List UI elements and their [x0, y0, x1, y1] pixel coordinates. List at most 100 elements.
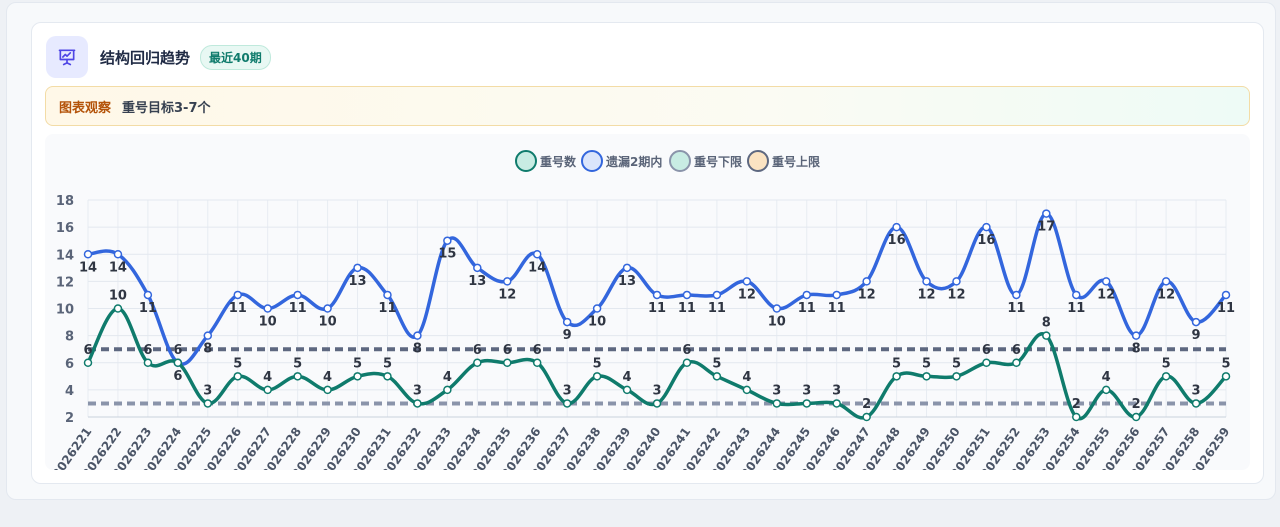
missed-series-point: [622, 263, 632, 273]
repeat-series-point: [562, 399, 572, 408]
repeat-series-point: [503, 358, 512, 367]
missed-data-label: 14: [79, 260, 97, 275]
missed-data-label: 8: [203, 342, 212, 357]
repeat-data-label: 5: [1221, 356, 1230, 371]
missed-data-label: 14: [109, 260, 127, 275]
repeat-data-label: 6: [1012, 343, 1021, 358]
repeat-data-label: 4: [443, 370, 452, 385]
missed-data-label: 11: [229, 301, 247, 316]
missed-series-point: [982, 222, 991, 232]
missed-data-label: 11: [289, 301, 307, 316]
repeat-data-label: 5: [1162, 356, 1171, 371]
missed-series-point: [832, 290, 841, 300]
repeat-data-label: 3: [413, 383, 422, 398]
repeat-data-label: 4: [623, 370, 632, 385]
repeat-data-label: 10: [109, 289, 127, 304]
card-title: 结构回归趋势: [100, 48, 191, 67]
y-tick-label: 12: [56, 275, 74, 290]
missed-data-label: 16: [888, 233, 906, 248]
repeat-series-point: [293, 372, 302, 381]
missed-series-point: [862, 277, 871, 286]
legend-missed-marker: [581, 150, 603, 172]
missed-data-label: 12: [498, 287, 516, 302]
repeat-data-label: 5: [712, 356, 721, 371]
repeat-series-point: [1012, 358, 1021, 367]
missed-data-label: 12: [858, 287, 876, 302]
repeat-data-label: 4: [263, 370, 272, 385]
repeat-data-label: 2: [1072, 397, 1081, 412]
repeat-data-label: 3: [203, 383, 212, 398]
missed-data-label: 11: [678, 301, 696, 316]
repeat-data-label: 6: [982, 343, 991, 358]
repeat-series-point: [652, 399, 662, 408]
repeat-series-point: [1101, 385, 1111, 395]
legend-lower-marker: [669, 150, 691, 172]
repeat-series-point: [1042, 331, 1051, 340]
period-badge: 最近40期: [200, 44, 271, 70]
repeat-series-point: [922, 372, 931, 381]
missed-data-label: 11: [139, 301, 157, 316]
repeat-series-point: [353, 372, 362, 381]
missed-data-label: 11: [378, 301, 396, 316]
observation-banner: 图表观察 重号目标3-7个: [45, 86, 1250, 126]
missed-series-point: [592, 304, 602, 313]
missed-series-point: [323, 304, 332, 313]
missed-data-label: 10: [768, 315, 786, 330]
missed-data-label: 13: [468, 274, 486, 289]
repeat-series-point: [443, 385, 452, 395]
repeat-series-point: [952, 372, 961, 381]
legend-repeat-label: 重号数: [540, 154, 577, 169]
missed-series-point: [293, 290, 302, 300]
y-tick-label: 8: [65, 330, 74, 345]
y-tick-label: 16: [56, 221, 74, 236]
repeat-series-point: [1191, 399, 1201, 408]
missed-data-label: 12: [947, 287, 965, 302]
repeat-data-label: 3: [832, 383, 841, 398]
repeat-series-point: [143, 358, 153, 367]
repeat-data-label: 6: [503, 343, 512, 358]
missed-series-point: [682, 290, 692, 300]
missed-series-point: [1072, 290, 1081, 300]
missed-data-label: 14: [528, 260, 546, 275]
missed-series-point: [1101, 277, 1111, 286]
repeat-series-point: [263, 385, 272, 395]
repeat-data-label: 5: [593, 356, 602, 371]
y-tick-label: 18: [56, 194, 74, 209]
y-tick-label: 6: [65, 357, 74, 372]
missed-data-label: 11: [828, 301, 846, 316]
missed-series-point: [353, 263, 362, 273]
missed-data-label: 8: [413, 342, 422, 357]
repeat-series-point: [1221, 372, 1231, 381]
repeat-series-point: [712, 372, 722, 381]
missed-series-point: [413, 331, 422, 340]
presentation-chart-icon: [46, 36, 88, 78]
repeat-series-point: [592, 372, 602, 381]
repeat-data-label: 3: [652, 383, 661, 398]
missed-series-point: [802, 290, 811, 300]
missed-series-point: [562, 317, 572, 327]
repeat-data-label: 3: [802, 383, 811, 398]
missed-series-point: [143, 290, 153, 300]
missed-data-label: 12: [917, 287, 935, 302]
missed-series-point: [1042, 209, 1051, 218]
y-tick-label: 10: [56, 303, 74, 318]
missed-data-label: 12: [1097, 287, 1115, 302]
y-tick-label: 4: [65, 384, 74, 399]
card-header: 结构回归趋势 最近40期: [46, 36, 271, 78]
repeat-data-label: 5: [353, 356, 362, 371]
repeat-data-label: 8: [1042, 316, 1051, 331]
missed-series-point: [1012, 290, 1021, 300]
missed-data-label: 12: [1157, 287, 1175, 302]
missed-series-point: [113, 250, 123, 259]
missed-data-label: 15: [438, 247, 456, 262]
chart-area: 2 4 6 8 10 12 14 16 18 2026221 2026222 2026223 20262…: [45, 134, 1250, 481]
missed-data-label: 16: [977, 233, 995, 248]
repeat-data-label: 6: [473, 343, 482, 358]
repeat-data-label: 3: [563, 383, 572, 398]
legend-repeat-marker: [515, 150, 537, 172]
repeat-series-point: [982, 358, 991, 367]
legend-lower-label: 重号下限: [694, 154, 742, 169]
missed-series-point: [383, 290, 392, 300]
missed-series-point: [712, 290, 722, 300]
repeat-series-point: [622, 385, 632, 395]
